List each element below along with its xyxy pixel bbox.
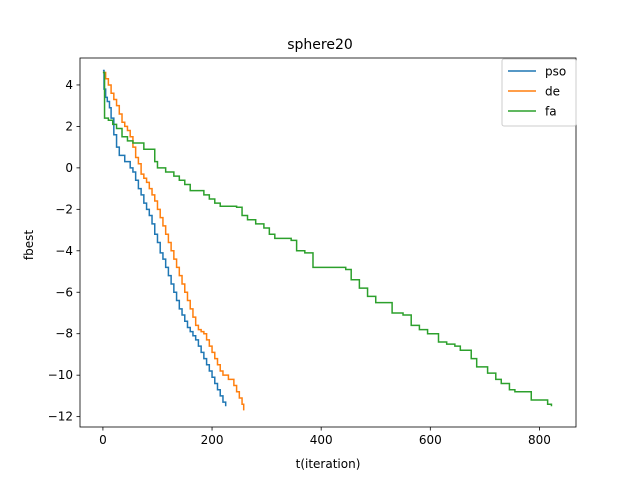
series-layer xyxy=(102,69,553,411)
legend: pso de fa xyxy=(501,58,577,127)
y-tick-label: −8 xyxy=(55,327,73,341)
axes-layer: 0 200 400 600 800 −12 −10 −8 −6 −4 −2 0 2 4 xyxy=(48,57,577,447)
plot-frame xyxy=(79,57,577,428)
y-tick-label: −2 xyxy=(55,202,73,216)
y-tick-label: −6 xyxy=(55,285,73,299)
series-line-pso xyxy=(102,69,227,407)
y-tick-label: 4 xyxy=(65,78,73,92)
series-line-fa xyxy=(102,71,553,407)
y-tick-label: −12 xyxy=(48,410,73,424)
x-tick-label: 200 xyxy=(201,433,224,447)
chart-title: sphere20 xyxy=(287,37,353,53)
y-tick-label: −4 xyxy=(55,244,73,258)
series-line-de xyxy=(102,71,245,411)
legend-label-de: de xyxy=(545,85,560,99)
x-axis-label: t(iteration) xyxy=(296,457,361,471)
legend-label-fa: fa xyxy=(545,105,557,119)
y-tick-label: 0 xyxy=(65,161,73,175)
x-tick-label: 800 xyxy=(528,433,551,447)
legend-label-pso: pso xyxy=(545,65,566,79)
legend-box xyxy=(501,58,577,127)
x-tick-label: 0 xyxy=(99,433,107,447)
y-tick-label: 2 xyxy=(65,119,73,133)
y-axis-label: fbest xyxy=(22,230,36,260)
x-tick-label: 600 xyxy=(419,433,442,447)
x-tick-label: 400 xyxy=(310,433,333,447)
y-tick-label: −10 xyxy=(48,368,73,382)
